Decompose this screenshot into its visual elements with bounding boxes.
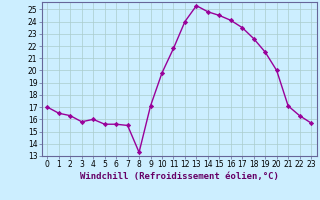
X-axis label: Windchill (Refroidissement éolien,°C): Windchill (Refroidissement éolien,°C) (80, 172, 279, 181)
